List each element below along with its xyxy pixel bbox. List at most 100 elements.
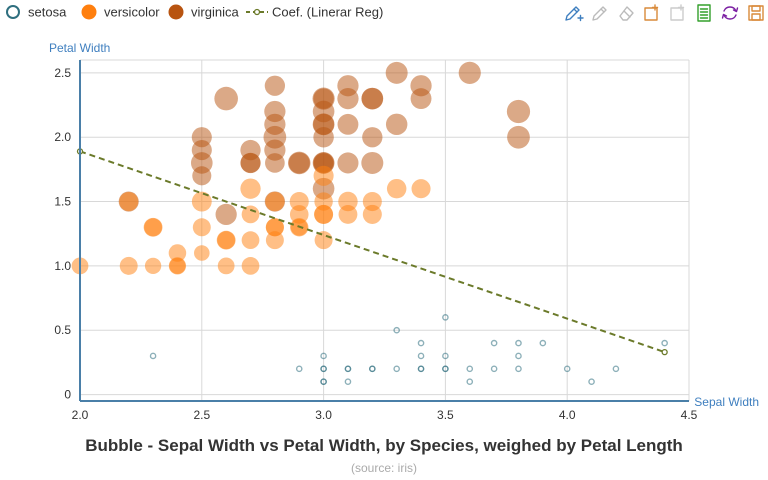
y-tick-label: 0.5 — [54, 323, 71, 337]
eraser-icon[interactable] — [619, 6, 634, 21]
legend-item-virginica[interactable]: virginica — [168, 4, 240, 20]
legend-item-versicolor[interactable]: versicolor — [81, 4, 161, 20]
bubble-virginica[interactable] — [337, 113, 359, 135]
bubble-setosa[interactable] — [466, 365, 474, 373]
data-table-icon[interactable] — [697, 4, 711, 22]
bubble-versicolor[interactable] — [240, 178, 261, 199]
pencil-plus-icon[interactable] — [565, 6, 584, 22]
bubble-virginica[interactable] — [385, 61, 408, 84]
bubble-setosa[interactable] — [612, 365, 620, 373]
bubble-versicolor[interactable] — [241, 257, 260, 275]
bubble-setosa[interactable] — [563, 365, 571, 373]
bubble-virginica[interactable] — [312, 87, 335, 110]
bubble-setosa[interactable] — [344, 378, 352, 385]
bubble-virginica[interactable] — [337, 152, 359, 174]
legend-item-coef[interactable]: Coef. (Linerar Reg) — [246, 5, 383, 20]
bubble-setosa[interactable] — [417, 339, 425, 347]
bubble-virginica[interactable] — [361, 151, 384, 174]
bubble-versicolor[interactable] — [168, 244, 187, 262]
bubble-versicolor[interactable] — [265, 218, 284, 237]
bubble-versicolor[interactable] — [216, 230, 236, 250]
bubble-setosa[interactable] — [490, 365, 498, 373]
bubble-versicolor[interactable] — [338, 191, 358, 212]
bubble-virginica[interactable] — [507, 125, 530, 149]
bubble-setosa[interactable] — [417, 352, 425, 360]
bubble-setosa[interactable] — [320, 378, 327, 385]
bubble-virginica[interactable] — [362, 127, 383, 148]
bubble-versicolor[interactable] — [314, 192, 333, 211]
y-tick-label: 2.5 — [54, 66, 71, 80]
bubble-versicolor[interactable] — [217, 257, 235, 275]
bubble-setosa[interactable] — [320, 352, 327, 360]
pencil-icon[interactable] — [592, 6, 607, 21]
bubble-versicolor[interactable] — [313, 165, 334, 186]
bubble-versicolor[interactable] — [192, 218, 211, 237]
x-tick-label: 3.0 — [315, 408, 332, 422]
bubble-setosa[interactable] — [515, 365, 522, 373]
bubble-setosa[interactable] — [515, 339, 522, 347]
bubble-versicolor[interactable] — [362, 192, 382, 212]
bubble-setosa[interactable] — [442, 365, 449, 373]
bubble-setosa[interactable] — [149, 352, 157, 360]
bubble-setosa[interactable] — [588, 378, 595, 385]
bubble-setosa[interactable] — [320, 365, 327, 373]
legend-marker — [253, 8, 261, 16]
bubble-setosa[interactable] — [515, 352, 522, 360]
x-tick-label: 4.5 — [681, 408, 698, 422]
bubble-versicolor[interactable] — [314, 204, 334, 224]
bubble-setosa[interactable] — [490, 339, 498, 347]
bubble-virginica[interactable] — [264, 100, 286, 123]
bubble-setosa[interactable] — [539, 339, 547, 347]
bubble-versicolor[interactable] — [119, 192, 139, 212]
bubble-virginica[interactable] — [361, 87, 384, 110]
bubble-versicolor[interactable] — [194, 245, 210, 261]
bubble-versicolor[interactable] — [191, 191, 212, 212]
bubble-versicolor[interactable] — [265, 231, 284, 250]
refresh-icon[interactable] — [721, 6, 739, 20]
bubble-virginica[interactable] — [506, 99, 531, 124]
legend-item-setosa[interactable]: setosa — [6, 5, 67, 20]
save-icon[interactable] — [748, 5, 764, 21]
bubble-virginica[interactable] — [385, 113, 408, 136]
bubble-versicolor[interactable] — [289, 192, 309, 212]
bubble-virginica[interactable] — [337, 75, 359, 97]
bubble-setosa[interactable] — [417, 365, 425, 373]
bubble-versicolor[interactable] — [168, 257, 187, 275]
bubble-setosa[interactable] — [295, 365, 303, 373]
bubble-versicolor[interactable] — [241, 205, 260, 224]
bubble-setosa[interactable] — [442, 352, 449, 360]
regression-line[interactable] — [79, 150, 665, 354]
bubble-setosa[interactable] — [466, 378, 474, 385]
bubble-virginica[interactable] — [215, 203, 237, 226]
legend-marker — [168, 4, 184, 20]
bubble-virginica[interactable] — [240, 139, 261, 161]
y-tick-labels: 0 0.5 1.0 1.5 2.0 2.5 — [54, 66, 71, 402]
regression-point[interactable] — [661, 348, 668, 356]
bubble-virginica[interactable] — [264, 75, 286, 96]
bubble-virginica[interactable] — [214, 86, 238, 111]
clear-series-icon[interactable] — [670, 4, 685, 21]
bubble-virginica[interactable] — [287, 151, 311, 175]
bubble-setosa[interactable] — [661, 339, 668, 347]
bubble-setosa[interactable] — [442, 314, 449, 321]
legend-marker — [6, 5, 20, 19]
bubble-versicolor[interactable] — [386, 178, 407, 199]
y-tick-label: 1.0 — [54, 259, 71, 273]
bubble-setosa[interactable] — [393, 326, 400, 334]
bubble-setosa[interactable] — [393, 365, 400, 373]
bubble-versicolor[interactable] — [411, 179, 431, 199]
bubble-virginica[interactable] — [458, 61, 481, 84]
bubble-versicolor[interactable] — [144, 257, 162, 275]
bubble-versicolor[interactable] — [143, 217, 163, 237]
y-axis-label: Petal Width — [49, 41, 110, 55]
bubble-virginica[interactable] — [410, 75, 432, 97]
bubble-setosa[interactable] — [344, 365, 352, 373]
bubble-setosa[interactable] — [369, 365, 376, 373]
bubble-versicolor[interactable] — [119, 256, 138, 275]
bubble-versicolor[interactable] — [241, 231, 260, 250]
x-tick-label: 2.5 — [193, 408, 210, 422]
bubble-virginica[interactable] — [191, 127, 212, 148]
new-series-icon[interactable] — [644, 4, 659, 21]
bubble-versicolor[interactable] — [265, 191, 285, 212]
